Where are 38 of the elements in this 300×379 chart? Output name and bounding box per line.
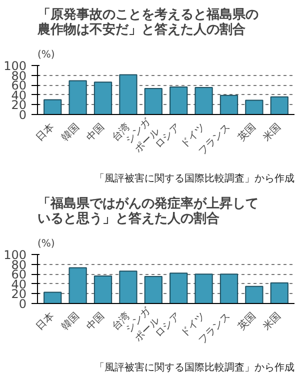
bar	[94, 276, 112, 304]
bar	[144, 276, 162, 304]
bar	[270, 282, 288, 304]
x-tick-label: 英国	[235, 310, 258, 333]
chart-title: 「原発事故のことを考えると福島県の農作物は不安だ」と答えた人の割合	[36, 6, 258, 38]
x-tick-label: 日本	[34, 120, 57, 144]
bar	[245, 286, 264, 304]
chart-title: 「福島県ではがんの発症率が上昇していると思う」と答えた人の割合	[38, 196, 258, 226]
x-tick-label: 中国	[84, 120, 107, 144]
bar	[44, 292, 62, 304]
bar	[220, 94, 238, 114]
bar	[194, 87, 213, 114]
bar	[44, 99, 62, 114]
x-tick-label: 韓国	[59, 310, 82, 333]
x-tick-label: 英国	[235, 120, 258, 144]
y-axis-title: (%)	[38, 238, 55, 250]
bar	[119, 74, 138, 114]
y-tick-label: 0	[18, 108, 27, 122]
bar	[170, 272, 188, 304]
bar	[194, 274, 213, 304]
x-tick-label: 中国	[84, 310, 107, 333]
bar	[170, 86, 188, 114]
bar	[68, 80, 87, 114]
y-tick-label: 0	[18, 297, 27, 311]
bar	[220, 274, 238, 304]
bar	[119, 270, 138, 304]
bar	[144, 88, 162, 114]
x-tick-label: 日本	[34, 310, 57, 333]
bar	[245, 100, 264, 114]
x-tick-label: 韓国	[59, 120, 82, 144]
y-axis-title: (%)	[38, 50, 55, 60]
bar	[270, 96, 288, 114]
text: 「風評被害に関する国際比較調査」から作成	[94, 362, 294, 374]
bar	[68, 267, 87, 304]
text: 「風評被害に関する国際比較調査」から作成	[94, 172, 294, 184]
x-tick-label: 米国	[260, 310, 284, 333]
x-tick-label: 米国	[260, 120, 284, 144]
bar	[94, 82, 112, 114]
